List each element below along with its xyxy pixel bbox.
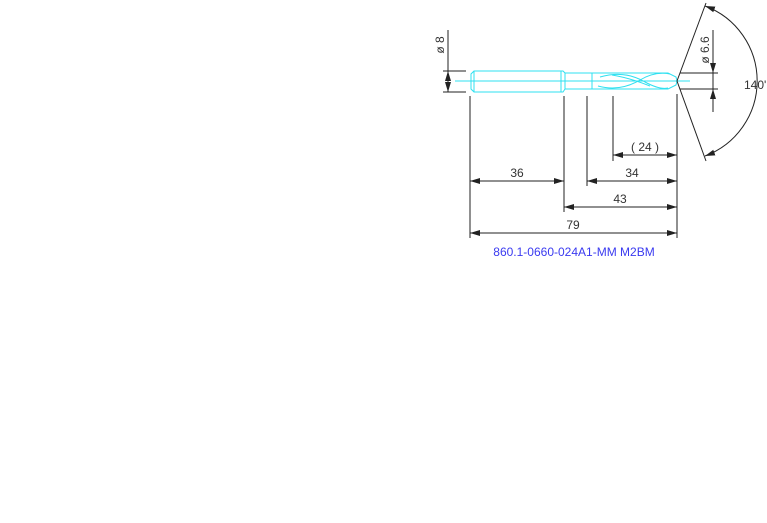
drill-body (455, 70, 690, 93)
extension-lines (469, 94, 678, 238)
dimension-lines (443, 2, 758, 236)
point-angle-text: 140' (744, 78, 766, 92)
overall-length-text: 79 (566, 218, 580, 232)
shank-diameter-text: ø 8 (433, 36, 447, 54)
body-length-text: 43 (613, 192, 627, 206)
flute-length-text: ( 24 ) (631, 140, 659, 154)
cutting-diameter-text: ø 6.6 (698, 36, 712, 64)
part-number-label: 860.1-0660-024A1-MM M2BM (493, 245, 654, 259)
shank-length-text: 36 (510, 166, 524, 180)
cutting-length-text: 34 (625, 166, 639, 180)
shank (470, 70, 566, 93)
